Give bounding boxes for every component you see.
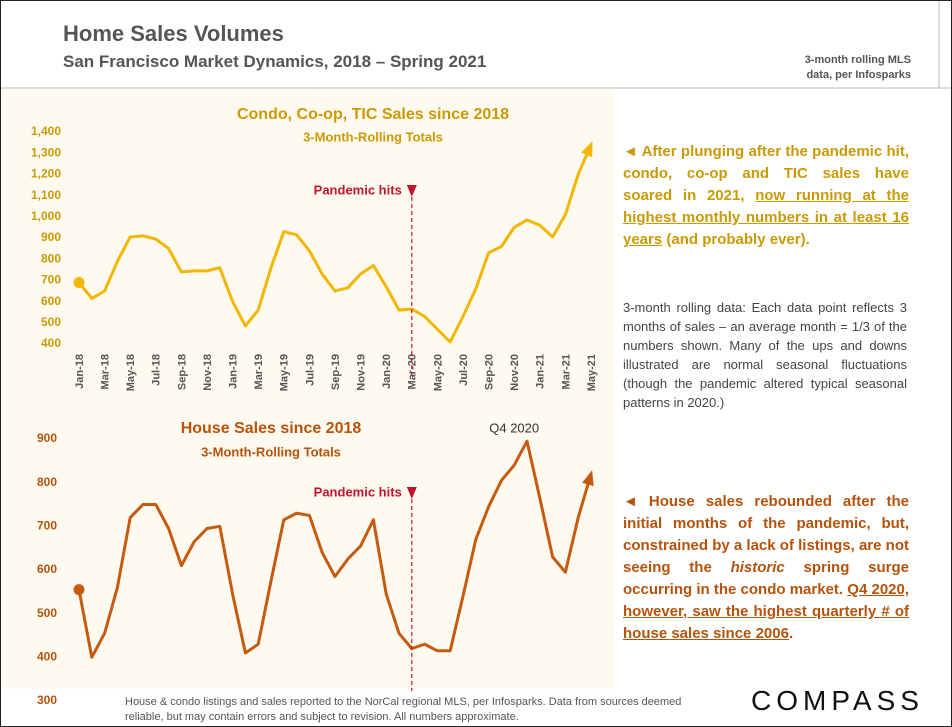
y-tick-label: 600 <box>41 294 61 308</box>
x-tick-label: Jul-18 <box>151 354 163 386</box>
x-tick-label: Sep-20 <box>484 354 496 390</box>
chart-subtitle: 3-Month-Rolling Totals <box>303 129 443 144</box>
x-tick-label: Jan-20 <box>381 354 393 389</box>
commentary-text: 3-month rolling data: Each data point re… <box>623 300 907 410</box>
x-tick-label: Mar-20 <box>407 354 419 389</box>
x-tick-label: Jan-19 <box>228 354 240 389</box>
y-tick-label: 800 <box>37 475 57 489</box>
y-tick-label: 300 <box>37 693 57 707</box>
y-tick-label: 1,400 <box>31 124 61 138</box>
commentary-text: spring surge occurring in the condo mark… <box>623 559 909 598</box>
y-tick-label: 400 <box>41 336 61 350</box>
logo: COMPASS <box>751 685 924 716</box>
annotation-marker <box>406 185 417 197</box>
commentary: 3-month rolling data: Each data point re… <box>623 298 907 412</box>
x-tick-label: Nov-19 <box>356 354 368 391</box>
y-tick-label: 900 <box>41 230 61 244</box>
y-tick-label: 600 <box>37 562 57 576</box>
y-tick-label: 500 <box>37 606 57 620</box>
y-tick-label: 500 <box>41 315 61 329</box>
x-tick-label: Jul-20 <box>458 354 470 386</box>
chart-title: House Sales since 2018 <box>181 420 362 437</box>
x-tick-label: May-20 <box>432 354 444 391</box>
start-marker <box>73 277 85 289</box>
title: Home Sales Volumes <box>63 21 284 46</box>
end-arrow <box>581 141 593 158</box>
y-tick-label: 700 <box>41 273 61 287</box>
commentary-text: (and probably ever). <box>662 231 810 248</box>
commentary-text: ◄ After plunging after the pandemic hit,… <box>623 143 909 204</box>
x-tick-label: May-18 <box>125 354 137 391</box>
y-tick-label: 700 <box>37 519 57 533</box>
y-tick-label: 1,200 <box>31 167 61 181</box>
start-marker <box>73 584 85 596</box>
y-tick-label: 1,300 <box>31 145 61 159</box>
chart-background <box>1 89 613 689</box>
commentary-text: historic <box>730 559 785 576</box>
y-tick-label: 400 <box>37 650 57 664</box>
y-tick-label: 1,000 <box>31 209 61 223</box>
x-tick-label: Jul-19 <box>304 354 316 386</box>
annotation: Pandemic hits <box>314 484 402 499</box>
commentary: ◄ House sales rebounded after the initia… <box>623 491 909 645</box>
y-tick-label: 900 <box>37 431 57 445</box>
x-tick-label: Sep-19 <box>330 354 342 390</box>
annotation-marker <box>406 487 417 499</box>
end-arrow <box>582 470 594 487</box>
annotation: Pandemic hits <box>314 182 402 197</box>
commentary: ◄ After plunging after the pandemic hit,… <box>623 141 909 251</box>
commentary-text: ◄ House sales rebounded after the initia… <box>623 493 909 576</box>
data-line <box>77 144 593 344</box>
x-tick-label: Mar-19 <box>253 354 265 389</box>
y-tick-label: 800 <box>41 251 61 265</box>
footer-note: House & condo listings and sales reporte… <box>125 696 682 723</box>
annotation: Q4 2020 <box>489 420 539 435</box>
commentary-text: now running at the highest monthly numbe… <box>623 187 909 248</box>
x-tick-label: Mar-18 <box>100 354 112 389</box>
x-tick-label: May-19 <box>279 354 291 391</box>
source-note: 3-month rolling MLS data, per Infosparks <box>804 54 911 81</box>
x-tick-label: Nov-18 <box>202 354 214 391</box>
data-line <box>77 439 593 659</box>
commentary-text: . <box>788 625 794 642</box>
commentary-text: Q4 2020, however, saw the highest quarte… <box>623 581 910 642</box>
x-tick-label: May-21 <box>586 354 598 391</box>
y-tick-label: 1,100 <box>31 188 61 202</box>
chart-subtitle: 3-Month-Rolling Totals <box>201 444 341 459</box>
subtitle: San Francisco Market Dynamics, 2018 – Sp… <box>63 52 487 71</box>
x-tick-label: Jan-18 <box>74 354 86 389</box>
x-tick-label: Jan-21 <box>535 354 547 389</box>
x-tick-label: Mar-21 <box>560 354 572 389</box>
chart-title: Condo, Co-op, TIC Sales since 2018 <box>237 106 509 123</box>
x-tick-label: Nov-20 <box>509 354 521 391</box>
x-tick-label: Sep-18 <box>176 354 188 390</box>
